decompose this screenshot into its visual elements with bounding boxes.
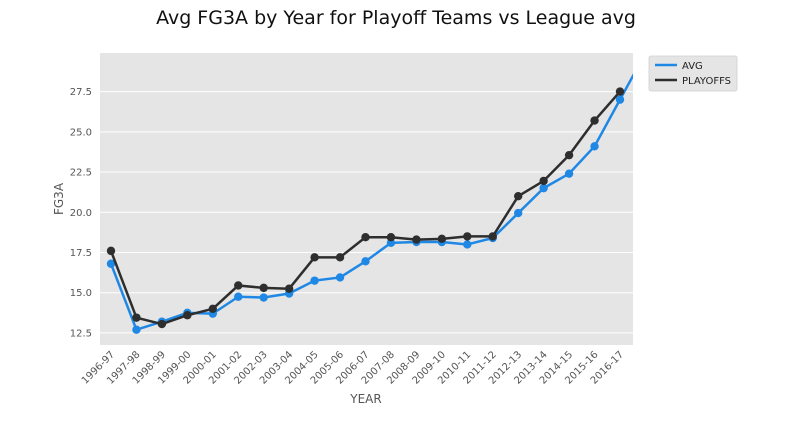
point-playoffs — [412, 235, 421, 244]
point-playoffs — [132, 313, 141, 322]
x-axis-label: YEAR — [349, 392, 381, 406]
point-avg — [234, 292, 243, 301]
point-avg — [590, 142, 599, 151]
y-tick-label: 15.0 — [70, 288, 92, 299]
point-avg — [106, 259, 116, 268]
point-playoffs — [564, 150, 574, 160]
point-playoffs — [437, 234, 447, 244]
point-avg — [564, 169, 574, 178]
point-playoffs — [157, 319, 167, 329]
y-tick-label: 27.5 — [70, 87, 92, 98]
point-playoffs — [259, 283, 268, 293]
point-playoffs — [590, 116, 599, 125]
point-playoffs — [208, 304, 217, 314]
point-playoffs — [234, 281, 243, 290]
point-avg — [514, 208, 523, 218]
point-avg — [361, 257, 370, 266]
x-axis-ticks: 1996-971997-981998-991999-002000-012001-… — [80, 349, 626, 386]
y-axis-label: FG3A — [52, 182, 66, 215]
y-tick-label: 25.0 — [70, 127, 92, 138]
point-playoffs — [335, 253, 345, 262]
point-playoffs — [488, 232, 497, 241]
point-playoffs — [463, 232, 472, 241]
series-playoffs — [106, 87, 625, 329]
point-playoffs — [361, 233, 370, 242]
legend-label-playoffs: PLAYOFFS — [682, 76, 731, 87]
chart-title: Avg FG3A by Year for Playoff Teams vs Le… — [156, 7, 636, 29]
legend-label-avg: AVG — [682, 61, 703, 72]
point-avg — [539, 183, 548, 193]
point-playoffs — [615, 87, 625, 96]
point-avg — [259, 293, 268, 302]
point-playoffs — [539, 176, 548, 186]
y-tick-label: 12.5 — [70, 328, 92, 339]
point-playoffs — [106, 246, 116, 256]
y-tick-label: 20.0 — [70, 208, 92, 219]
point-playoffs — [514, 191, 523, 201]
series-layer — [106, 73, 633, 334]
legend: AVG PLAYOFFS — [648, 55, 738, 92]
point-playoffs — [310, 253, 319, 262]
point-avg — [335, 273, 345, 282]
point-avg — [132, 325, 141, 334]
grid-lines — [100, 91, 633, 334]
point-avg — [463, 240, 472, 249]
point-playoffs — [284, 284, 294, 293]
point-avg — [615, 95, 625, 104]
y-axis-ticks: 12.5 15.0 17.5 20.0 22.5 25.0 27.5 — [70, 87, 92, 339]
point-playoffs — [183, 311, 192, 320]
y-tick-label: 22.5 — [70, 168, 92, 179]
point-playoffs — [386, 233, 396, 242]
point-avg — [310, 276, 319, 285]
y-tick-label: 17.5 — [70, 248, 92, 259]
plot-area — [100, 53, 633, 345]
